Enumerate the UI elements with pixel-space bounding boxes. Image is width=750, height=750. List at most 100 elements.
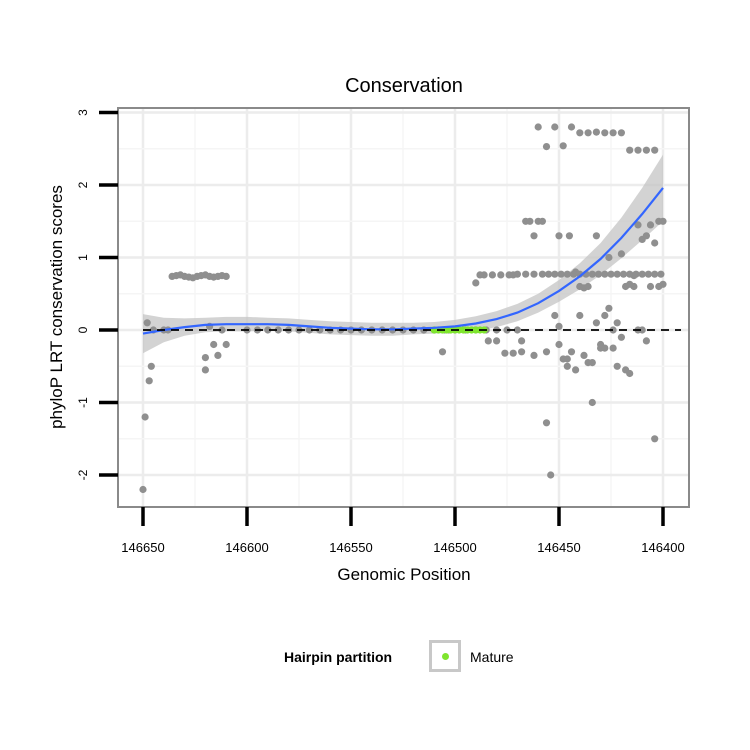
data-point bbox=[538, 217, 547, 225]
data-point bbox=[576, 311, 584, 320]
legend-key bbox=[429, 640, 461, 672]
data-point bbox=[472, 279, 480, 287]
data-point bbox=[542, 419, 551, 427]
data-point bbox=[264, 326, 272, 334]
panel-frame bbox=[117, 107, 690, 508]
data-point bbox=[642, 146, 651, 154]
data-point bbox=[497, 271, 505, 279]
data-point bbox=[607, 270, 615, 278]
data-point bbox=[522, 270, 530, 278]
data-point bbox=[605, 304, 613, 312]
confidence-ribbon bbox=[143, 154, 663, 354]
data-point bbox=[484, 337, 492, 345]
axes: 3 2 1 0 -1 -2 146650 146600 146550 146500 146450 14… bbox=[76, 109, 685, 555]
confidence-band bbox=[143, 154, 663, 354]
data-point bbox=[588, 270, 596, 278]
data-point bbox=[659, 217, 667, 225]
data-point bbox=[201, 366, 209, 374]
x-tick-label: 146550 bbox=[329, 540, 372, 555]
data-point bbox=[592, 319, 601, 327]
data-point bbox=[584, 282, 592, 291]
data-point bbox=[657, 270, 665, 278]
data-point bbox=[592, 232, 601, 240]
data-point bbox=[438, 348, 447, 356]
data-point bbox=[530, 351, 538, 359]
x-tick-label: 146500 bbox=[433, 540, 476, 555]
data-point bbox=[526, 217, 534, 225]
data-point bbox=[222, 272, 230, 280]
data-point bbox=[201, 354, 209, 362]
data-point bbox=[305, 326, 313, 334]
legend-mature-dot bbox=[442, 653, 449, 660]
data-point bbox=[570, 270, 578, 278]
data-point bbox=[651, 435, 659, 443]
data-point bbox=[634, 221, 642, 229]
x-tick-label: 146450 bbox=[537, 540, 580, 555]
y-tick-label: 1 bbox=[76, 254, 90, 261]
data-point bbox=[594, 270, 603, 278]
data-point bbox=[567, 348, 576, 356]
grid bbox=[118, 108, 689, 507]
data-point bbox=[613, 270, 621, 278]
data-point bbox=[218, 326, 226, 334]
data-point bbox=[644, 270, 653, 278]
data-point bbox=[642, 232, 651, 240]
data-point bbox=[619, 270, 628, 278]
data-point bbox=[567, 123, 576, 131]
data-point bbox=[210, 340, 218, 349]
data-point bbox=[542, 348, 551, 356]
data-point bbox=[588, 398, 596, 407]
x-tick-label: 146400 bbox=[641, 540, 684, 555]
y-tick-label: 3 bbox=[76, 109, 90, 116]
data-point bbox=[551, 311, 559, 320]
data-point bbox=[659, 280, 667, 288]
data-point bbox=[509, 349, 517, 357]
data-point bbox=[557, 270, 565, 278]
chart-title: Conservation bbox=[345, 75, 463, 97]
data-point bbox=[147, 362, 155, 370]
x-axis-label: Genomic Position bbox=[337, 565, 470, 584]
data-point bbox=[626, 270, 634, 278]
data-point bbox=[551, 123, 559, 131]
data-point bbox=[638, 270, 646, 278]
data-point bbox=[214, 351, 222, 359]
data-point bbox=[609, 129, 617, 137]
smooth-curve bbox=[142, 187, 664, 335]
data-point bbox=[651, 270, 659, 278]
data-point bbox=[143, 319, 151, 327]
y-tick-label: -1 bbox=[76, 397, 90, 408]
data-point bbox=[617, 129, 626, 137]
legend-title: Hairpin partition bbox=[284, 649, 393, 665]
data-point bbox=[518, 348, 526, 356]
data-point bbox=[601, 344, 609, 352]
data-point bbox=[605, 253, 613, 262]
data-point bbox=[634, 146, 642, 154]
data-point bbox=[592, 128, 601, 136]
data-point bbox=[584, 129, 592, 137]
data-point bbox=[563, 362, 571, 370]
data-point bbox=[555, 340, 563, 349]
data-point bbox=[646, 221, 655, 229]
data-point bbox=[513, 326, 522, 334]
data-point bbox=[530, 232, 538, 240]
data-point bbox=[551, 270, 559, 278]
data-point bbox=[613, 362, 621, 370]
y-tick-label: 2 bbox=[76, 181, 90, 188]
data-point bbox=[555, 322, 563, 330]
data-point bbox=[632, 270, 640, 278]
data-point bbox=[476, 271, 484, 279]
panel-border bbox=[117, 107, 690, 508]
data-point bbox=[646, 282, 655, 291]
data-point bbox=[601, 270, 609, 278]
data-point bbox=[501, 349, 509, 357]
data-point bbox=[538, 270, 547, 278]
data-point bbox=[576, 129, 584, 137]
data-point bbox=[145, 377, 153, 385]
y-tick-label: 0 bbox=[76, 326, 90, 333]
data-point bbox=[626, 369, 634, 378]
data-point bbox=[141, 413, 149, 421]
data-point bbox=[572, 366, 580, 374]
data-point bbox=[601, 311, 609, 320]
data-point bbox=[580, 351, 588, 359]
